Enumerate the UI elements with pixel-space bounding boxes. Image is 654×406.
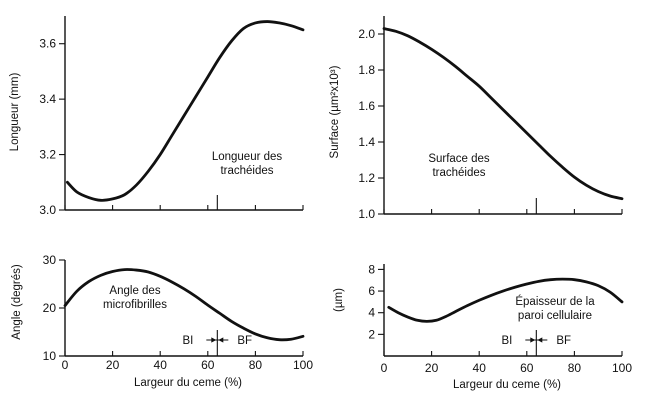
x-tick-label: 0 [381,361,388,375]
arrow-left-head [218,337,224,343]
bi-label: BI [501,335,512,347]
curve-annotation: Longueur des [212,151,283,163]
y-tick-label: 6 [368,284,375,298]
curve-annotation: Angle des [109,285,160,297]
y-tick-label: 3.6 [39,37,56,51]
x-tick-label: 60 [520,361,534,375]
bf-label: BF [237,335,252,347]
x-tick-label: 80 [249,358,263,372]
y-tick-label: 30 [43,253,57,267]
y-tick-label: 1.8 [358,63,375,77]
y-tick-label: 1.0 [358,207,375,221]
y-tick-label: 20 [43,301,57,315]
y-axis-label: Longueur (mm) [9,73,21,152]
y-tick-label: 10 [43,349,57,363]
arrow-right-head [211,337,217,343]
x-tick-label: 80 [568,361,582,375]
x-tick-label: 40 [473,361,487,375]
bi-label: BI [182,335,193,347]
x-axis-label: Largeur du ceme (%) [134,377,242,389]
y-tick-label: 1.2 [358,171,375,185]
arrow-left-head [537,337,543,343]
x-tick-label: 60 [201,358,215,372]
panel-longueur: 3.0 3.2 3.4 3.6 Longueur (mm) Longueur des tra… [9,16,305,217]
y-tick-label: 3.4 [39,92,56,106]
bf-label: BF [556,335,571,347]
arrow-right-head [530,337,536,343]
y-tick-label: 1.4 [358,135,375,149]
curve-annotation: microfibrilles [103,299,167,311]
curve-annotation: trachéides [432,167,485,179]
y-tick-label: 3.0 [39,203,56,217]
y-tick-label: 1.6 [358,99,375,113]
x-tick-label: 100 [612,361,632,375]
curve-annotation: Épaisseur de la [515,295,595,308]
y-tick-label: 8 [368,262,375,276]
x-tick-label: 100 [293,358,313,372]
x-tick-label: 20 [425,361,439,375]
curve-annotation: trachéides [220,165,273,177]
curve-annotation: Surface des [428,153,490,165]
series-line-angle [63,268,305,342]
y-tick-label: 2 [368,327,375,341]
panel-surface: 1.0 1.2 1.4 1.6 1.8 2.0 Surface (µm²x10³) Surfa… [329,16,624,221]
y-tick-label: 3.2 [39,148,56,162]
y-tick-label: 2.0 [358,27,375,41]
series-line-epaisseur [387,277,624,323]
x-tick-label: 40 [154,358,168,372]
y-tick-label: 4 [368,306,375,320]
y-axis-label: Angle (degrés) [11,264,23,340]
series-line-surface [382,27,624,201]
y-axis-label: Surface (µm²x10³) [329,65,341,158]
curve-annotation: paroi cellulaire [518,310,592,322]
x-tick-label: 20 [106,358,120,372]
series-line-longueur [65,20,305,202]
y-axis-label: (µm) [333,288,345,312]
x-axis-label: Largeur du ceme (%) [453,379,561,391]
panel-angle: 10 20 30 0 20 40 60 80 100 Angle (degrés) Largeur … [11,253,313,389]
x-tick-label: 0 [62,358,69,372]
